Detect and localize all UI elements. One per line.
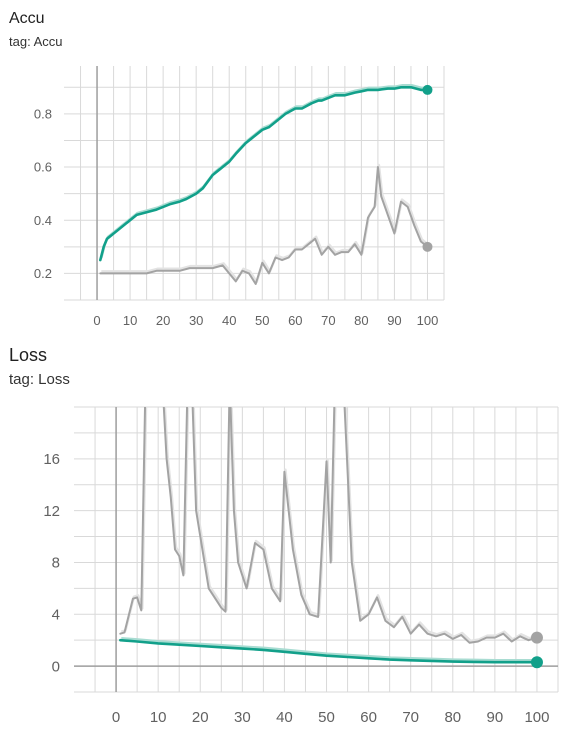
x-tick-label: 30	[234, 709, 251, 726]
x-tick-label: 80	[444, 709, 461, 726]
x-tick-label: 10	[123, 313, 137, 328]
x-tick-label: 90	[487, 709, 504, 726]
loss-chart-panel: Loss tag: Loss 0 10 20 30 40 50 60 70 80 90 100 0 4 8…	[0, 340, 577, 744]
series-line	[119, 638, 539, 664]
x-tick-label: 60	[288, 313, 302, 328]
series	[99, 163, 430, 285]
x-tick-label: 20	[156, 313, 170, 328]
y-tick-label: 0	[52, 658, 60, 675]
accu-plot[interactable]: 0 10 20 30 40 50 60 70 80 90 100 0.2 0.4 0.6 0.8	[0, 0, 577, 340]
series-line	[99, 166, 429, 285]
y-tick-label: 0.2	[34, 266, 52, 281]
y-tick-label: 4	[52, 607, 60, 624]
x-tick-label: 70	[402, 709, 419, 726]
chart-tag: tag: Loss	[9, 371, 70, 388]
x-tick-label: 30	[189, 313, 203, 328]
y-tick-label: 12	[43, 503, 60, 520]
x-tick-label: 90	[387, 313, 401, 328]
x-tick-label: 50	[318, 709, 335, 726]
x-tick-label: 80	[354, 313, 368, 328]
x-tick-label: 40	[222, 313, 236, 328]
series-line	[99, 86, 429, 262]
chart-title: Accu	[9, 10, 45, 27]
x-tick-label: 20	[192, 709, 209, 726]
x-tick-label: 10	[150, 709, 167, 726]
series-raw-line	[121, 636, 538, 662]
chart-tag: tag: Accu	[9, 34, 63, 49]
grid	[74, 406, 559, 693]
y-tick-label: 0.4	[34, 213, 52, 228]
series-end-marker	[422, 241, 433, 252]
grid	[64, 66, 445, 301]
series-end-marker	[422, 84, 433, 95]
x-tick-label: 100	[524, 709, 549, 726]
x-tick-label: 0	[93, 313, 100, 328]
y-tick-label: 8	[52, 555, 60, 572]
x-tick-label: 40	[276, 709, 293, 726]
series-raw-line	[120, 407, 539, 643]
y-tick-label: 0.8	[34, 106, 52, 121]
series-end-marker	[530, 656, 543, 669]
accu-chart-panel: Accu tag: Accu 0 10 20 30 40 50 60 70 80 90 100 0.2…	[0, 0, 577, 340]
loss-plot[interactable]: 0 10 20 30 40 50 60 70 80 90 100 0 4 8 12 16	[0, 340, 577, 744]
y-tick-label: 16	[43, 451, 60, 468]
series	[99, 84, 429, 262]
x-tick-label: 60	[360, 709, 377, 726]
series-line	[119, 407, 538, 644]
series	[119, 407, 539, 644]
x-tick-label: 70	[321, 313, 335, 328]
chart-title: Loss	[9, 345, 48, 365]
x-tick-label: 0	[112, 709, 120, 726]
series-end-marker	[530, 631, 543, 644]
x-tick-label: 50	[255, 313, 269, 328]
y-tick-label: 0.6	[34, 160, 52, 175]
series	[119, 636, 539, 664]
x-tick-label: 100	[417, 313, 439, 328]
